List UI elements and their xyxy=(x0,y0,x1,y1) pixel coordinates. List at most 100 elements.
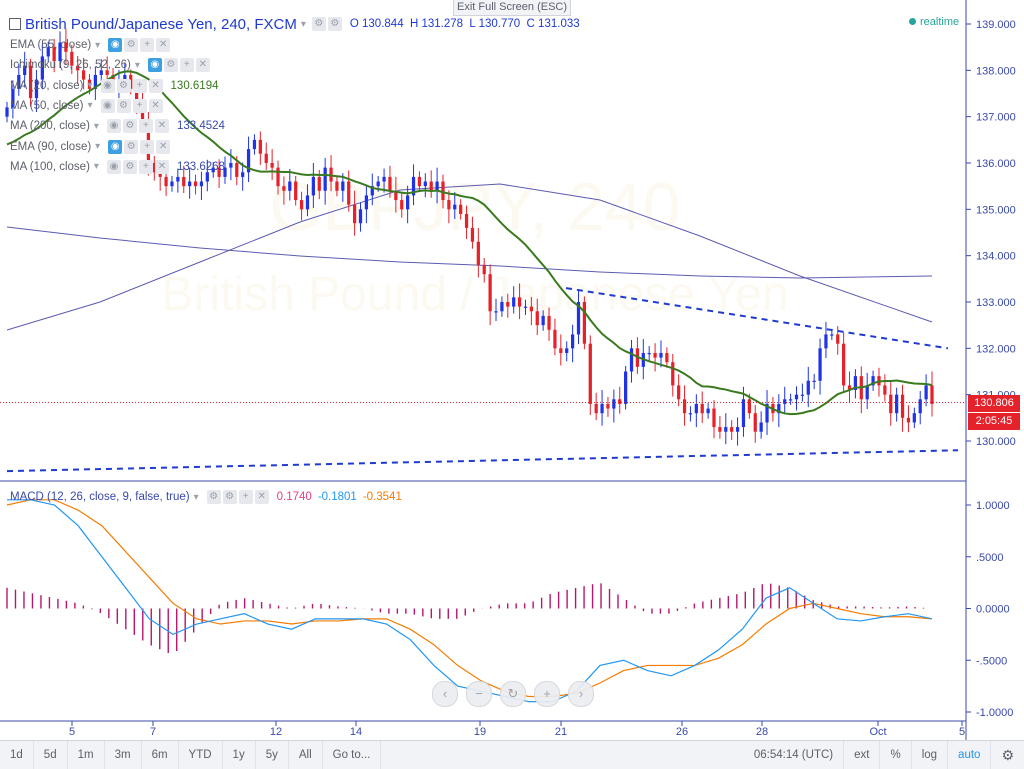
close-icon[interactable]: ✕ xyxy=(148,78,163,93)
range-button[interactable]: 5y xyxy=(256,741,289,769)
eye-icon[interactable]: ◉ xyxy=(100,98,115,113)
eye-icon[interactable]: ◉ xyxy=(100,78,115,93)
range-button[interactable]: 1d xyxy=(0,741,34,769)
arrow-left-icon[interactable]: ‹ xyxy=(432,681,458,707)
candle-body xyxy=(370,186,374,196)
gear-icon[interactable]: ⚙ xyxy=(1001,747,1014,763)
indicator-label[interactable]: MA (200, close) xyxy=(10,120,90,133)
plus-icon[interactable]: + xyxy=(140,38,155,52)
range-buttons: 1d 5d 1m 3m 6m YTD 1y 5y All xyxy=(0,741,323,769)
indicator-label[interactable]: Ichimoku (9, 26, 52, 26) xyxy=(10,59,131,72)
macd-legend: MACD (12, 26, close, 9, false, true) ▾ ⚙… xyxy=(10,489,402,505)
close-icon[interactable]: ✕ xyxy=(156,139,171,154)
trendlines[interactable] xyxy=(6,287,959,473)
axis-mode-button[interactable]: ext xyxy=(844,741,881,769)
gear-icon[interactable]: ⚙ xyxy=(222,490,237,504)
chevron-down-icon[interactable]: ▾ xyxy=(300,18,306,30)
indicator-label[interactable]: MA (20, close) xyxy=(10,79,84,92)
zoom-in-icon[interactable]: + xyxy=(534,681,560,707)
candle-body xyxy=(594,403,598,414)
arrow-right-icon[interactable]: › xyxy=(568,681,594,707)
candle-body xyxy=(199,181,204,187)
close-icon[interactable]: ✕ xyxy=(154,159,169,174)
chevron-down-icon[interactable]: ▾ xyxy=(95,39,101,51)
close-icon[interactable]: ✕ xyxy=(254,490,269,504)
settings-icon[interactable]: ⚙ xyxy=(122,119,137,134)
exit-fullscreen-button[interactable]: Exit Full Screen (ESC) xyxy=(453,0,571,16)
chevron-down-icon[interactable]: ▾ xyxy=(193,491,199,503)
axis-mode-button[interactable]: % xyxy=(880,741,912,769)
axis-mode-button[interactable]: auto xyxy=(948,741,992,769)
candle-body xyxy=(883,385,887,395)
candle-body xyxy=(447,200,451,210)
settings-icon[interactable]: ⚙ xyxy=(163,58,178,73)
candle-body xyxy=(388,176,392,191)
chevron-down-icon[interactable]: ▾ xyxy=(87,80,93,92)
realtime-label: realtime xyxy=(920,16,960,28)
candle-body xyxy=(129,74,133,89)
macd-label[interactable]: MACD (12, 26, close, 9, false, true) xyxy=(10,491,190,503)
indicator-label[interactable]: EMA (90, close) xyxy=(10,140,92,153)
close-icon[interactable]: ✕ xyxy=(156,38,171,52)
candle-body xyxy=(629,348,634,372)
eye-icon[interactable]: ◉ xyxy=(106,119,121,134)
zoom-out-icon[interactable]: − xyxy=(466,681,492,707)
macd-axis[interactable]: 1.0000 .5000 0.0000 -.5000 -1.0000 xyxy=(966,500,1013,719)
plus-icon[interactable]: + xyxy=(179,58,194,73)
chart-canvas[interactable]: GBPJPY, 240 British Pound / Japanese Yen… xyxy=(0,0,1024,740)
settings-icon[interactable]: ⚙ xyxy=(124,139,139,154)
settings-icon[interactable]: ⚙ xyxy=(311,17,326,31)
collapse-icon[interactable] xyxy=(9,18,21,30)
settings-icon[interactable]: ⚙ xyxy=(116,98,131,113)
plus-icon[interactable]: + xyxy=(140,139,155,154)
axis-mode-button[interactable]: log xyxy=(912,741,949,769)
chevron-down-icon[interactable]: ▾ xyxy=(87,100,93,112)
range-button[interactable]: YTD xyxy=(179,741,223,769)
time-axis[interactable]: 5 7 12 14 19 21 26 28 Oct 5 xyxy=(69,721,965,738)
plus-icon[interactable]: + xyxy=(138,119,153,134)
symbol-title[interactable]: British Pound/Japanese Yen, 240, FXCM xyxy=(25,15,297,33)
chevron-down-icon[interactable]: ▾ xyxy=(93,120,99,132)
plus-icon[interactable]: + xyxy=(132,78,147,93)
indicator-label[interactable]: MA (100, close) xyxy=(10,160,90,173)
range-button[interactable]: 5d xyxy=(34,741,68,769)
chevron-down-icon[interactable]: ▾ xyxy=(95,141,101,152)
range-button[interactable]: 6m xyxy=(142,741,179,769)
candle-body xyxy=(64,42,68,52)
plus-icon[interactable]: + xyxy=(238,490,253,504)
reset-icon[interactable]: ↻ xyxy=(500,681,526,707)
price-axis[interactable]: 130.000131.000132.000133.000134.000135.0… xyxy=(966,19,1016,448)
candle-body xyxy=(211,167,215,173)
range-button[interactable]: 1y xyxy=(223,741,256,769)
range-button[interactable]: 1m xyxy=(68,741,105,769)
close-icon[interactable]: ✕ xyxy=(195,58,210,73)
chevron-down-icon[interactable]: ▾ xyxy=(93,161,99,173)
eye-icon[interactable]: ◉ xyxy=(147,58,162,73)
candle-body xyxy=(830,334,834,336)
eye-icon[interactable]: ◉ xyxy=(106,159,121,174)
close-icon[interactable]: ✕ xyxy=(148,98,163,113)
chevron-down-icon[interactable]: ▾ xyxy=(134,59,140,71)
settings-icon[interactable]: ⚙ xyxy=(122,159,137,174)
macd-tick-label: .5000 xyxy=(976,552,1004,564)
indicator-label[interactable]: EMA (55, close) xyxy=(10,39,92,51)
range-button[interactable]: 3m xyxy=(105,741,142,769)
plus-icon[interactable]: + xyxy=(138,159,153,174)
utc-clock[interactable]: 06:54:14 (UTC) xyxy=(744,741,845,769)
price-tick-label: 133.000 xyxy=(976,297,1016,309)
plus-icon[interactable]: + xyxy=(132,98,147,113)
settings-icon[interactable]: ⚙ xyxy=(124,38,139,52)
goto-button[interactable]: Go to... xyxy=(323,741,382,769)
eye-icon[interactable]: ◉ xyxy=(108,139,123,154)
range-button[interactable]: All xyxy=(289,741,323,769)
eye-icon[interactable]: ◉ xyxy=(108,38,123,52)
gear-icon[interactable]: ⚙ xyxy=(327,17,342,31)
candle-body xyxy=(783,399,787,404)
price-tick-label: 138.000 xyxy=(976,65,1016,77)
close-icon[interactable]: ✕ xyxy=(154,119,169,134)
indicator-label[interactable]: MA (50, close) xyxy=(10,99,84,112)
settings-icon[interactable]: ⚙ xyxy=(116,78,131,93)
candle-body xyxy=(470,227,475,242)
candle-body xyxy=(912,413,916,423)
settings-icon[interactable]: ⚙ xyxy=(206,490,221,504)
